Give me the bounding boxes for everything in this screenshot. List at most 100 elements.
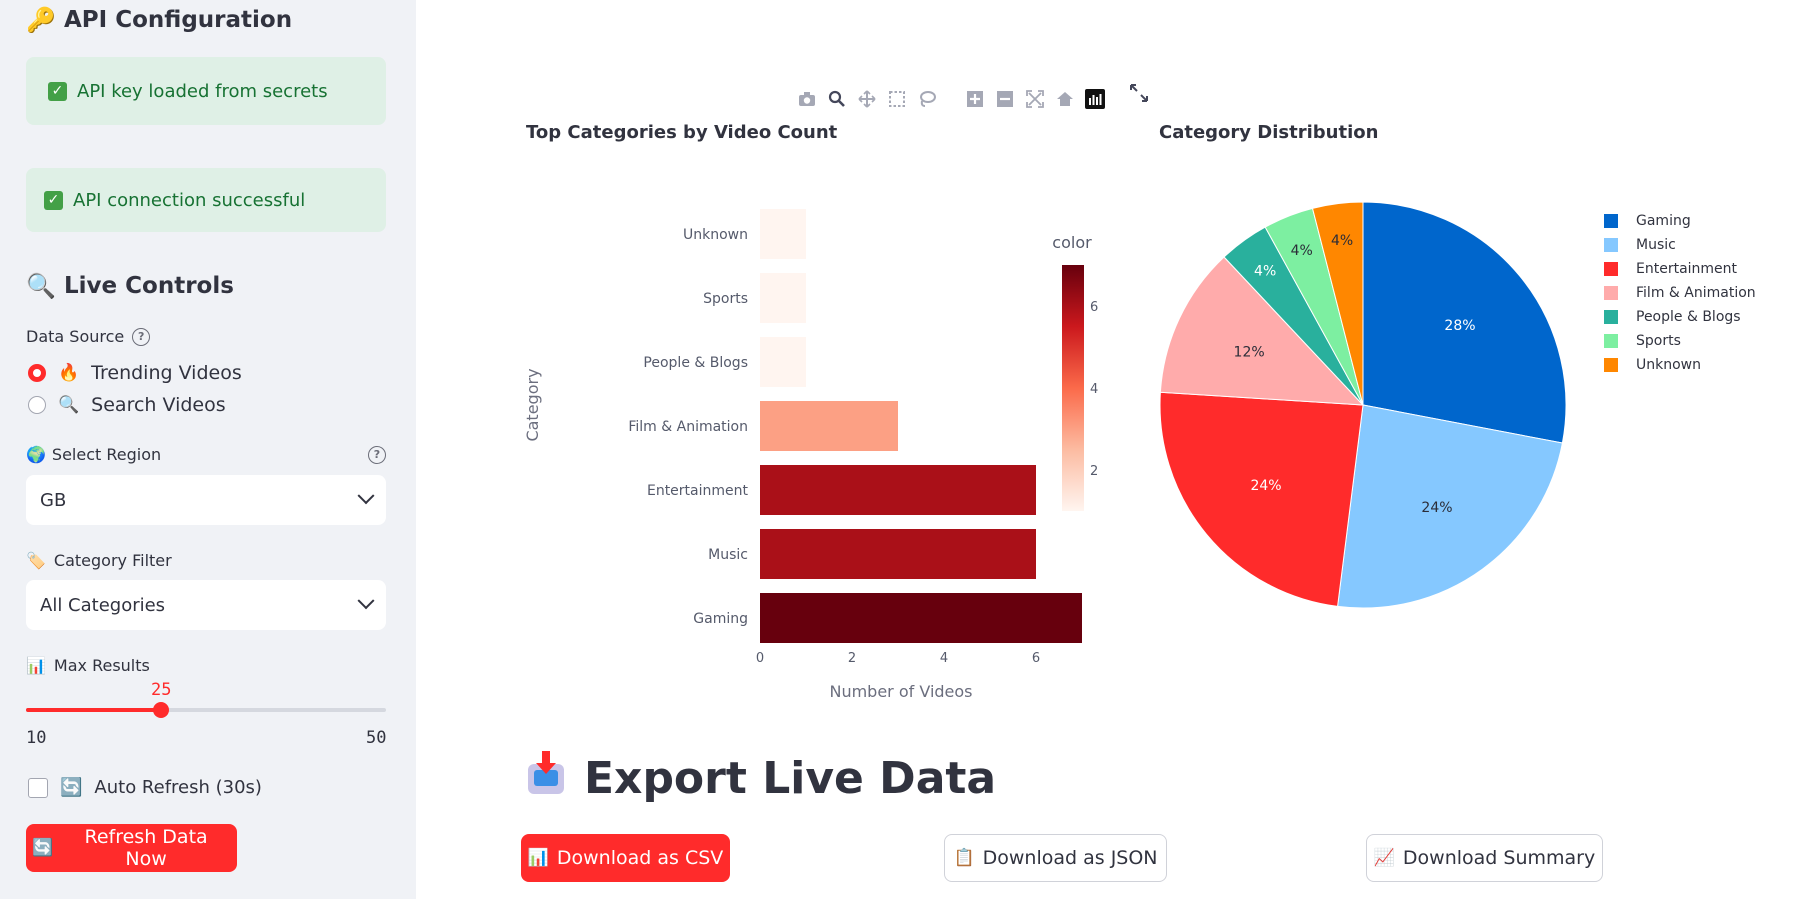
legend-item[interactable]: People & Blogs [1604, 309, 1741, 325]
fullscreen-icon[interactable] [1128, 82, 1150, 104]
bar-category-label: Unknown [683, 227, 748, 243]
download-json-label: Download as JSON [982, 847, 1158, 869]
legend-swatch [1604, 286, 1618, 300]
radio-search-label: Search Videos [91, 394, 226, 416]
legend-item[interactable]: Film & Animation [1604, 285, 1756, 301]
pie-chart: 28% 24% 24% 12% 4% 4% 4% [1160, 201, 1567, 609]
download-json-button[interactable]: 📋 Download as JSON [944, 834, 1167, 882]
x-axis-title: Number of Videos [829, 682, 972, 700]
pie-slice[interactable] [1336, 404, 1563, 609]
radio-button-selected[interactable] [28, 364, 46, 382]
pie-slice[interactable] [1311, 201, 1364, 406]
export-header: Export Live Data [526, 750, 996, 807]
live-controls-header: 🔍 Live Controls [26, 272, 234, 300]
pie-slice-label: 12% [1234, 344, 1265, 360]
data-source-label-text: Data Source [26, 327, 125, 346]
radio-trending[interactable]: 🔥 Trending Videos [28, 362, 242, 384]
region-select[interactable]: GB [26, 475, 386, 525]
x-tick-label: 4 [940, 651, 948, 666]
inbox-tray-icon [526, 750, 566, 807]
download-csv-button[interactable]: 📊 Download as CSV [521, 834, 730, 882]
category-filter-label: 🏷️ Category Filter [26, 551, 172, 570]
pie-chart-title: Category Distribution [1159, 122, 1379, 143]
refresh-data-button[interactable]: 🔄 Refresh Data Now [26, 824, 237, 872]
api-config-title: API Configuration [64, 7, 293, 33]
bar-category-label: People & Blogs [643, 355, 748, 371]
x-tick-label: 6 [1032, 651, 1040, 666]
check-icon: ✓ [48, 81, 67, 101]
pie-slice[interactable] [1160, 256, 1365, 406]
search-icon: 🔍 [58, 395, 80, 415]
help-icon[interactable]: ? [368, 445, 386, 464]
bar[interactable] [760, 337, 806, 387]
download-summary-button[interactable]: 📈 Download Summary [1366, 834, 1603, 882]
category-select[interactable]: All Categories [26, 580, 386, 630]
legend-item[interactable]: Sports [1604, 333, 1681, 349]
slider-value: 25 [151, 680, 172, 700]
region-label-text: Select Region [51, 445, 162, 464]
key-icon: 🔑 [26, 6, 56, 34]
pie-slice[interactable] [1160, 391, 1364, 607]
camera-icon[interactable] [796, 88, 818, 110]
bar[interactable] [760, 273, 806, 323]
bar-category-label: Film & Animation [628, 419, 748, 435]
pie-slice-label: 4% [1331, 233, 1353, 249]
tag-icon: 🏷️ [26, 551, 46, 570]
bar-category-label: Gaming [693, 611, 748, 627]
pie-slice-label: 4% [1254, 263, 1276, 279]
pie-slice[interactable] [1362, 201, 1567, 444]
live-controls-title: Live Controls [64, 273, 234, 299]
legend-item[interactable]: Entertainment [1604, 261, 1737, 277]
colorbar-tick-label: 6 [1090, 300, 1098, 315]
chart-toolbar [796, 84, 1150, 110]
bar-chart-title: Top Categories by Video Count [526, 122, 838, 143]
bar[interactable] [760, 465, 1036, 515]
y-axis-title: Category [523, 368, 542, 441]
home-icon[interactable] [1054, 88, 1076, 110]
legend-item[interactable]: Gaming [1604, 213, 1691, 229]
legend-item[interactable]: Unknown [1604, 357, 1701, 373]
chevron-down-icon [357, 487, 375, 505]
lasso-icon[interactable] [916, 88, 938, 110]
plotly-logo-icon[interactable] [1084, 88, 1106, 110]
bar-category-label: Entertainment [647, 483, 749, 499]
bar[interactable] [760, 529, 1036, 579]
max-results-label-text: Max Results [53, 656, 150, 675]
bar[interactable] [760, 593, 1082, 643]
zoom-in-icon[interactable] [964, 88, 986, 110]
checkbox[interactable] [28, 777, 48, 798]
chevron-down-icon [357, 592, 375, 610]
legend-label: Film & Animation [1636, 285, 1756, 301]
export-title: Export Live Data [584, 753, 997, 804]
max-results-slider[interactable] [26, 702, 386, 718]
category-filter-label-text: Category Filter [53, 551, 172, 570]
slider-thumb[interactable] [153, 702, 169, 718]
radio-search[interactable]: 🔍 Search Videos [28, 394, 226, 416]
legend-swatch [1604, 214, 1618, 228]
box-select-icon[interactable] [886, 88, 908, 110]
bar[interactable] [760, 209, 806, 259]
bar[interactable] [760, 401, 898, 451]
zoom-icon[interactable] [826, 88, 848, 110]
zoom-out-icon[interactable] [994, 88, 1016, 110]
sidebar: 🔑 API Configuration ✓ API key loaded fro… [0, 0, 416, 899]
pan-icon[interactable] [856, 88, 878, 110]
legend-item[interactable]: Music [1604, 237, 1676, 253]
legend-label: Gaming [1636, 213, 1691, 229]
legend-label: Entertainment [1636, 261, 1738, 277]
auto-refresh-checkbox[interactable]: 🔄 Auto Refresh (30s) [28, 777, 262, 798]
bar-category-label: Sports [703, 291, 748, 307]
help-icon[interactable]: ? [132, 327, 151, 346]
legend-swatch [1604, 358, 1618, 372]
radio-button[interactable] [28, 396, 46, 414]
chart-increasing-icon: 📈 [1373, 848, 1395, 868]
autoscale-icon[interactable] [1024, 88, 1046, 110]
x-tick-label: 2 [848, 651, 856, 666]
max-results-label: 📊 Max Results [26, 656, 150, 675]
region-select-value: GB [40, 489, 67, 511]
pie-slice-label: 24% [1421, 500, 1452, 516]
legend-swatch [1604, 310, 1618, 324]
slider-max: 50 [366, 728, 387, 748]
fire-icon: 🔥 [58, 363, 80, 383]
auto-refresh-label: Auto Refresh (30s) [94, 777, 262, 798]
